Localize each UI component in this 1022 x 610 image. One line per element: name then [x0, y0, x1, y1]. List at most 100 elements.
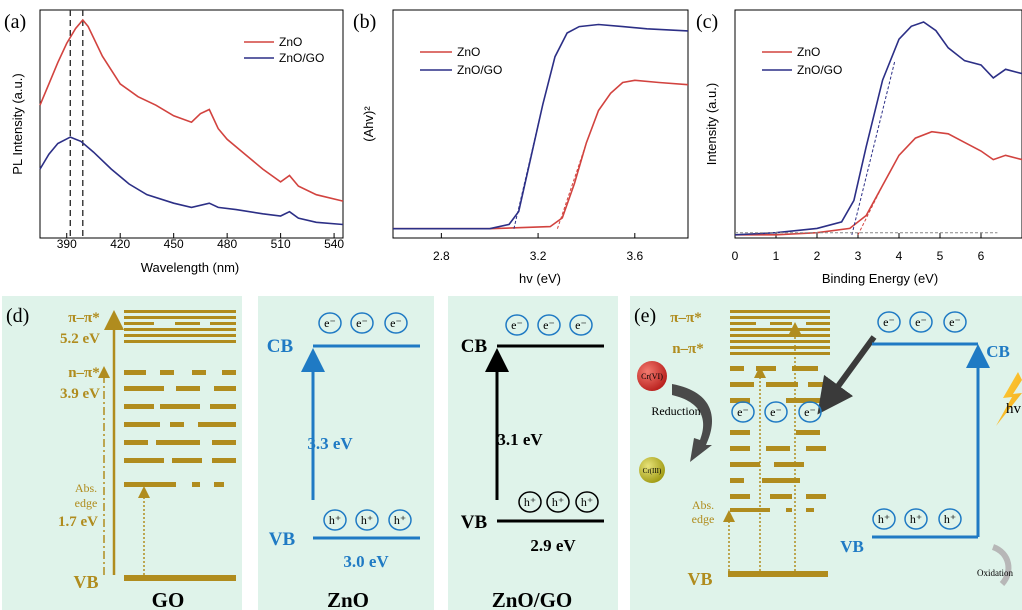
go-npi-levels: [124, 370, 236, 487]
x-tick-label: 3: [855, 249, 862, 263]
znogo-caption: ZnO/GO: [492, 588, 573, 610]
electron-icon: e⁻: [505, 314, 529, 336]
zno-caption: ZnO: [327, 588, 369, 610]
reduction-arrow: [672, 384, 713, 462]
legend-label-znogo-a: ZnO/GO: [279, 51, 324, 65]
cr6-label: Cr(VI): [641, 372, 663, 381]
zno-vb-label: VB: [269, 529, 296, 550]
go-edge-label: edge: [75, 496, 98, 510]
x-tick-label: 3.2: [530, 249, 547, 263]
plot-frame-b: [392, 9, 689, 239]
svg-text:e⁻: e⁻: [804, 405, 816, 419]
plot-frame-c: [734, 9, 1022, 239]
znogo-box: [448, 296, 618, 610]
go-abs-label: Abs.: [75, 481, 97, 495]
series-group-b: [393, 23, 689, 230]
znogo-gap-label: 3.1 eV: [497, 430, 543, 449]
x-axis-label-b: hv (eV): [519, 271, 561, 286]
e-cb-label: CB: [986, 342, 1010, 361]
svg-text:h⁺: h⁺: [552, 495, 564, 509]
e-edge-label: edge: [692, 512, 715, 526]
y-axis-label-a: PL Intensity (a.u.): [10, 73, 25, 174]
chart-c: (c) 0 1 2 3 4 5 6 Binding Energy (eV) Intensit…: [696, 9, 1022, 286]
electron-icon: e⁻: [384, 312, 408, 334]
x-ticks-a: 390 420 450 480 510 540: [57, 10, 344, 251]
go-vb-level: [124, 575, 236, 581]
x-tick-label: 3.6: [626, 249, 643, 263]
electron-icon: e⁻: [798, 401, 822, 423]
legend-c: ZnO ZnO/GO: [762, 45, 842, 77]
series-line-zno-go: [393, 23, 689, 230]
svg-text:e⁻: e⁻: [324, 316, 336, 330]
electron-icon: e⁻: [909, 311, 933, 333]
go-pi-pi-label: π–π*: [68, 310, 99, 326]
znogo-vb-energy: 2.9 eV: [530, 536, 576, 555]
electron-icon: e⁻: [569, 314, 593, 336]
e-go-npi-levels: [730, 366, 826, 512]
tangent-znogo: [513, 103, 544, 229]
y-axis-label-c: Intensity (a.u.): [704, 83, 719, 165]
legend-a: ZnO ZnO/GO: [244, 35, 324, 65]
x-tick-label: 390: [57, 237, 77, 251]
e-go-pi-levels: [730, 310, 830, 355]
cr3-ball: [639, 457, 665, 483]
svg-text:e⁻: e⁻: [770, 405, 782, 419]
hole-icon: h⁺: [546, 491, 570, 513]
electron-icon: e⁻: [537, 314, 561, 336]
x-axis-label-c: Binding Energy (eV): [822, 271, 938, 286]
e-vb-right-label: VB: [840, 537, 864, 556]
x-tick-label: 420: [110, 237, 130, 251]
go-gap-17: 1.7 eV: [58, 514, 98, 530]
x-tick-label: 6: [978, 249, 985, 263]
series-group-a: [39, 18, 344, 226]
series-line-zno: [393, 79, 689, 230]
panel-label-d: (d): [6, 305, 29, 327]
series-group-c: [734, 21, 1022, 236]
e-abs-label: Abs.: [692, 498, 714, 512]
zno-carriers: e⁻ e⁻ e⁻ h⁺ h⁺ h⁺: [318, 312, 412, 531]
svg-text:h⁺: h⁺: [524, 495, 536, 509]
hole-icon: h⁺: [518, 491, 542, 513]
plot-frame-a: [39, 9, 344, 239]
e-vb-left-label: VB: [687, 569, 712, 589]
chart-a: (a) 390 420 450 480 510 540 Wavelength (nm) P…: [4, 9, 344, 275]
x-tick-label: 0: [732, 249, 739, 263]
legend-label-zno-a: ZnO: [279, 35, 302, 49]
x-tick-label: 4: [896, 249, 903, 263]
svg-text:e⁻: e⁻: [737, 405, 749, 419]
go-pi-levels: [124, 310, 236, 343]
x-tick-label: 540: [324, 237, 344, 251]
znogo-diagram: CB VB 3.1 eV 2.9 eV ZnO/GO e⁻ e⁻ e⁻ h⁺ h⁺ h⁺: [461, 314, 604, 610]
x-ticks-b: 2.8 3.2 3.6: [433, 233, 643, 263]
hole-icon: h⁺: [323, 509, 347, 531]
hole-icon: h⁺: [388, 509, 412, 531]
hole-icon: h⁺: [355, 509, 379, 531]
panel-d: (d) π–π*: [2, 296, 618, 610]
hv-label: hv: [1006, 401, 1022, 417]
series-line-zno-go: [39, 136, 344, 226]
panel-label-b: (b): [353, 11, 376, 33]
oxidation-arrow: [991, 544, 1012, 587]
series-line-zno-go: [734, 21, 1022, 236]
znogo-vb-label: VB: [461, 512, 488, 533]
series-line-zno: [39, 18, 344, 202]
legend-label-zno-c: ZnO: [797, 45, 820, 59]
x-ticks-c: 0 1 2 3 4 5 6: [732, 233, 985, 263]
cr3-label: Cr(III): [643, 467, 662, 475]
electron-icon: e⁻: [318, 312, 342, 334]
panel-label-a: (a): [4, 11, 26, 33]
e-n-pi-label: n–π*: [672, 341, 704, 357]
e-pi-pi-label: π–π*: [670, 310, 701, 326]
svg-text:h⁺: h⁺: [878, 512, 890, 526]
reduction-label: Reduction: [651, 404, 700, 418]
panel-label-c: (c): [696, 11, 718, 33]
x-tick-label: 450: [164, 237, 184, 251]
electron-transfer-arrow: [817, 335, 877, 415]
go-gap-39: 3.9 eV: [60, 386, 100, 402]
panel-label-e: (e): [634, 305, 656, 327]
svg-text:e⁻: e⁻: [356, 316, 368, 330]
go-n-pi-label: n–π*: [68, 365, 100, 381]
go-diagram: π–π* 5.2 eV n–π* 3.9 eV Abs. edge 1.7 eV…: [58, 310, 236, 610]
light-bolt-icon: [996, 372, 1022, 426]
